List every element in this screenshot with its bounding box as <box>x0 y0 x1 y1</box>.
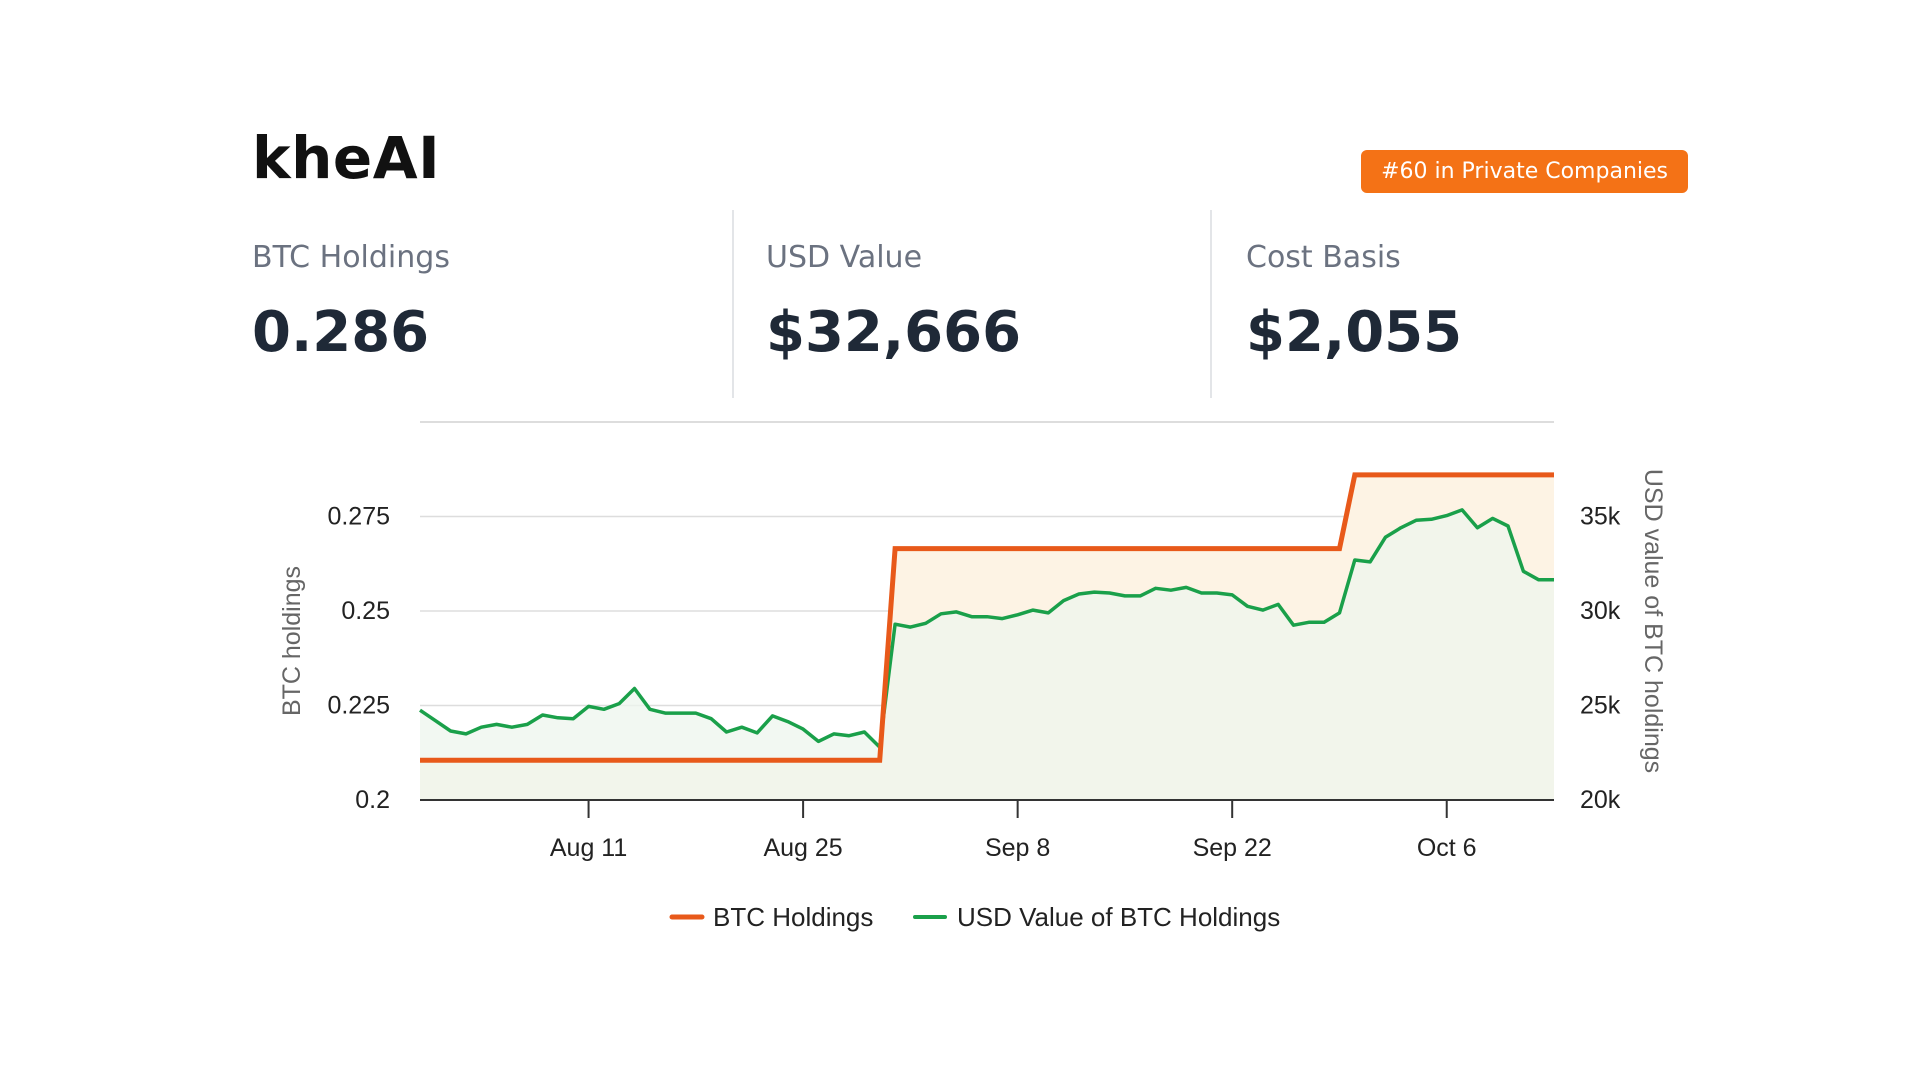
x-tick-label: Aug 25 <box>763 834 842 862</box>
usd-value-line <box>419 508 1554 749</box>
legend-usd-label[interactable]: USD Value of BTC Holdings <box>957 902 1280 932</box>
x-tick-label: Aug 11 <box>550 834 627 862</box>
stats-row: BTC Holdings 0.286 USD Value $32,666 Cos… <box>252 210 1688 398</box>
y-left-tick-label: 0.275 <box>327 503 390 531</box>
stat-cost-basis: Cost Basis $2,055 <box>1210 210 1690 398</box>
y-right-tick-label: 25k <box>1580 692 1621 720</box>
x-tick-label: Sep 22 <box>1193 834 1272 862</box>
y-left-tick-label: 0.2 <box>355 786 390 814</box>
stat-value: $32,666 <box>766 300 1022 365</box>
holdings-card: kheAI #60 in Private Companies BTC Holdi… <box>252 120 1688 980</box>
stat-label: USD Value <box>766 240 923 275</box>
stat-btc-holdings: BTC Holdings 0.286 <box>252 210 732 398</box>
y-right-tick-label: 30k <box>1580 597 1621 625</box>
rank-badge[interactable]: #60 in Private Companies <box>1361 150 1688 193</box>
y-left-axis-title: BTC holdings <box>278 566 306 716</box>
x-tick-label: Sep 8 <box>985 834 1050 862</box>
stat-value: $2,055 <box>1246 300 1463 365</box>
y-right-tick-label: 35k <box>1580 503 1621 531</box>
company-title: kheAI <box>252 124 441 192</box>
btc-holdings-line <box>420 472 1554 763</box>
stat-label: Cost Basis <box>1246 240 1401 275</box>
y-left-tick-label: 0.225 <box>327 692 390 720</box>
stat-usd-value: USD Value $32,666 <box>732 210 1212 398</box>
y-right-tick-label: 20k <box>1580 786 1621 814</box>
stat-label: BTC Holdings <box>252 240 450 275</box>
y-right-axis-title: USD value of BTC holdings <box>1639 469 1667 773</box>
x-tick-label: Oct 6 <box>1417 834 1477 862</box>
y-left-tick-label: 0.25 <box>341 597 390 625</box>
usd-value-area <box>420 509 1554 800</box>
stat-value: 0.286 <box>252 300 430 365</box>
legend-btc-label[interactable]: BTC Holdings <box>713 902 873 932</box>
